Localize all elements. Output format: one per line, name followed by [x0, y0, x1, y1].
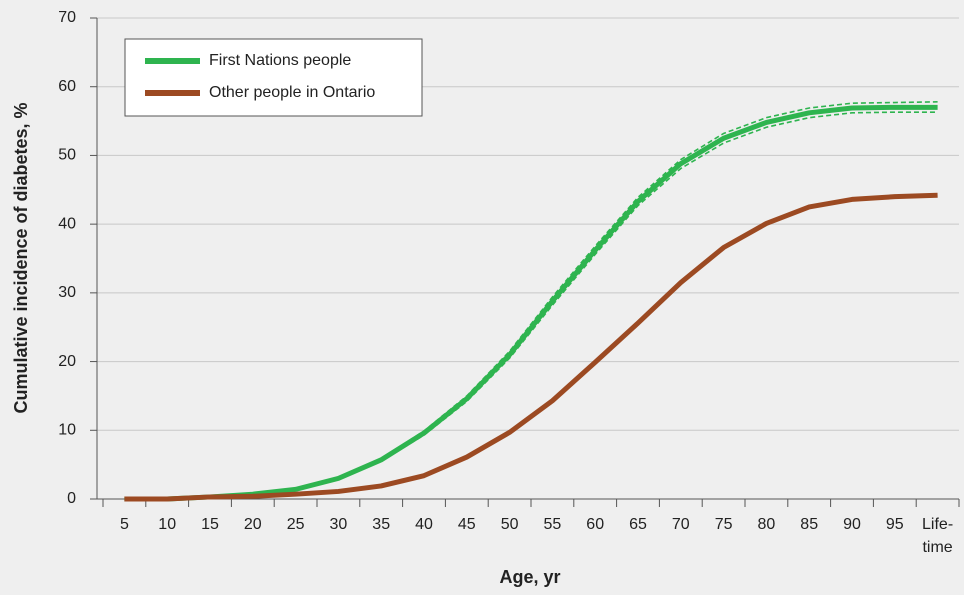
x-tick-label: 15 [201, 516, 219, 533]
x-tick-label: 35 [372, 516, 390, 533]
y-tick-label: 40 [58, 215, 76, 232]
x-tick-label: 60 [586, 516, 604, 533]
x-tick-label-line: Life- [922, 516, 953, 533]
x-tick-label: 95 [886, 516, 904, 533]
x-tick-label-line: time [922, 539, 952, 556]
x-tick-label: Life-time [922, 516, 953, 556]
y-tick-label: 30 [58, 284, 76, 301]
x-tick-label: 85 [800, 516, 818, 533]
x-tick-label: 50 [501, 516, 519, 533]
y-tick-label: 10 [58, 422, 76, 439]
x-tick-label: 25 [287, 516, 305, 533]
y-tick-label: 70 [58, 9, 76, 26]
legend-box [124, 38, 423, 117]
x-axis-title: Age, yr [499, 567, 560, 587]
y-tick-label: 60 [58, 78, 76, 95]
y-tick-label: 20 [58, 353, 76, 370]
x-tick-label: 5 [120, 516, 129, 533]
y-axis-title: Cumulative incidence of diabetes, % [11, 102, 31, 413]
x-tick-label: 80 [758, 516, 776, 533]
x-tick-label: 10 [158, 516, 176, 533]
legend-label: Other people in Ontario [209, 84, 375, 101]
x-tick-label: 90 [843, 516, 861, 533]
y-tick-label: 0 [67, 490, 76, 507]
x-tick-label: 45 [458, 516, 476, 533]
x-tick-label: 30 [330, 516, 348, 533]
x-tick-label: 40 [415, 516, 433, 533]
x-tick-label: 20 [244, 516, 262, 533]
legend-label: First Nations people [209, 52, 351, 69]
x-tick-label: 75 [715, 516, 733, 533]
series-line [124, 192, 938, 502]
x-tick-label: 65 [629, 516, 647, 533]
x-tick-label: 55 [544, 516, 562, 533]
y-tick-label: 50 [58, 147, 76, 164]
x-tick-label: 70 [672, 516, 690, 533]
series-line [124, 104, 938, 502]
